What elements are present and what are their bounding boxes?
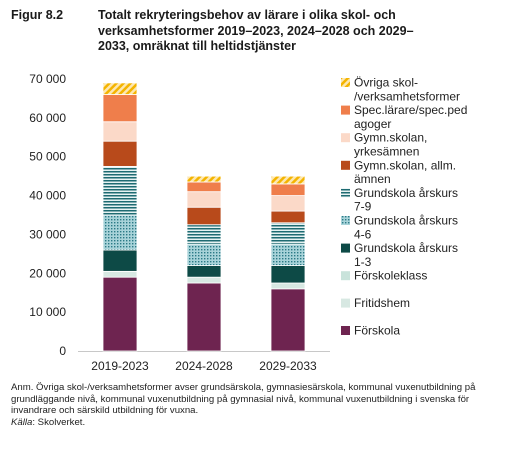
bar-segment (270, 183, 306, 196)
figure-note: Anm. Övriga skol-/verksamhetsformer avse… (11, 382, 511, 428)
legend: Övriga skol-/verksamhetsformerSpec.lärar… (341, 76, 467, 338)
legend-swatch (341, 216, 350, 225)
bar-segment (186, 265, 222, 278)
x-tick-label: 2019-2023 (91, 359, 149, 373)
legend-label: Spec.lärare/spec.ped agoger (354, 103, 467, 131)
bar-segment (186, 191, 222, 208)
bar-segment (186, 206, 222, 226)
bar-segment (102, 94, 138, 123)
legend-label: Fritidshem (354, 296, 410, 310)
y-tick-label: 50 000 (29, 150, 66, 164)
legend-swatch (341, 243, 350, 253)
source-text: : Skolverket. (32, 416, 86, 428)
bars (102, 82, 306, 352)
legend-swatch (341, 160, 350, 170)
x-tick-label: 2024-2028 (175, 359, 233, 373)
figure-title: Totalt rekryteringsbehov av lärare i oli… (98, 8, 414, 53)
note-text: Anm. Övriga skol-/verksamhetsformer avse… (11, 382, 476, 417)
legend-label: Grundskola årskurs 1-3 (354, 241, 458, 269)
bar-segment (186, 276, 222, 284)
bar-segment (186, 282, 222, 352)
y-tick-label: 70 000 (29, 72, 66, 86)
bar-segment (102, 166, 138, 216)
legend-swatch (341, 271, 350, 281)
bar-segment (102, 214, 138, 251)
legend-swatch (341, 326, 350, 335)
bar-segment (270, 222, 306, 245)
bar-segment (270, 243, 306, 266)
bar-segment (270, 195, 306, 212)
legend-label: Gymn.skolan, allm. ämnen (354, 158, 456, 186)
legend-label: Grundskola årskurs 4-6 (354, 214, 458, 242)
bar-segment (186, 224, 222, 245)
legend-swatch (341, 298, 350, 308)
legend-swatch (341, 188, 350, 198)
bar-segment (270, 175, 306, 185)
legend-swatch (341, 133, 350, 143)
y-tick-label: 40 000 (29, 189, 66, 203)
y-tick-label: 10 000 (29, 305, 66, 319)
legend-label: Övriga skol-/verksamhetsformer (354, 76, 460, 104)
legend-label: Förskoleklass (354, 269, 427, 283)
bar-segment (186, 175, 222, 183)
bar-segment (102, 121, 138, 142)
legend-label: Gymn.skolan, yrkesämnen (354, 131, 427, 159)
bar-segment (102, 140, 138, 167)
legend-swatch (341, 78, 350, 87)
bar-segment (102, 270, 138, 278)
y-tick-label: 20 000 (29, 266, 66, 280)
source-label: Källa (11, 416, 33, 428)
y-tick-label: 60 000 (29, 111, 66, 125)
x-axis-labels: 2019-2023 2024-2028 2029-2033 (91, 359, 317, 373)
figure-label: Figur 8.2 (11, 8, 64, 22)
legend-label: Förskola (354, 324, 400, 338)
legend-label: Grundskola årskurs 7-9 (354, 186, 458, 214)
bar-segment (270, 288, 306, 352)
y-tick-label: 0 (59, 344, 66, 358)
y-tick-label: 30 000 (29, 227, 66, 241)
bar-segment (270, 265, 306, 284)
y-axis: 0 10 000 20 000 30 000 40 000 50 000 60 000 70 … (29, 72, 330, 358)
legend-swatch (341, 105, 350, 115)
bar-segment (102, 276, 138, 352)
bar-segment (102, 249, 138, 272)
bar-segment (270, 282, 306, 290)
bar-segment (270, 210, 306, 224)
bar-segment (102, 82, 138, 95)
x-tick-label: 2029-2033 (259, 359, 317, 373)
bar-segment (186, 181, 222, 193)
bar-segment (186, 243, 222, 266)
